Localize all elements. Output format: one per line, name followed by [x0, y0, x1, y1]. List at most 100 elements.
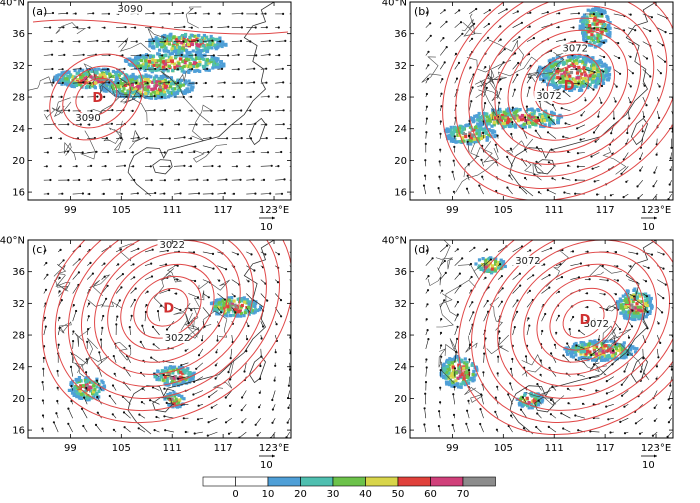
precip-cell: [144, 73, 147, 76]
precip-cell: [651, 305, 654, 308]
precip-cell: [465, 371, 468, 374]
precip-cell: [210, 58, 213, 61]
precip-cell: [502, 260, 505, 263]
lat-tick-label: 36: [12, 29, 25, 40]
precip-cell: [178, 36, 181, 39]
precip-cell: [97, 390, 100, 393]
precip-cell: [576, 56, 579, 59]
precip-cell: [248, 302, 251, 305]
lat-tick-label: 20: [12, 394, 25, 405]
lat-tick-label: 28: [12, 93, 25, 104]
lat-tick-label: 40°N: [0, 0, 25, 9]
precip-cell: [241, 304, 244, 307]
precip-cell: [586, 21, 589, 24]
precip-cell: [582, 77, 585, 80]
precip-cell: [80, 393, 83, 396]
precip-cell: [589, 60, 592, 63]
precip-cell: [208, 41, 211, 44]
precip-cell: [93, 388, 96, 391]
colorbar-tick-label: 60: [424, 489, 437, 499]
precip-cell: [201, 36, 204, 39]
precip-cell: [156, 52, 159, 55]
precip-cell: [164, 93, 167, 96]
precip-cell: [189, 371, 192, 374]
precip-cell: [222, 63, 225, 66]
precip-cell: [635, 347, 638, 350]
precip-cell: [488, 122, 491, 125]
lon-tick-label: 117: [596, 205, 615, 216]
precip-cell: [588, 342, 591, 345]
precip-cell: [202, 44, 205, 47]
lat-tick-label: 16: [12, 188, 25, 199]
low-center-label: D: [580, 313, 591, 328]
precip-cell: [456, 382, 459, 385]
precip-cell: [164, 376, 167, 379]
precip-cell: [446, 365, 449, 368]
precip-cell: [592, 64, 595, 67]
precip-cell: [506, 121, 509, 124]
precip-cell: [142, 56, 145, 59]
precip-cell: [611, 354, 614, 357]
precip-cell: [160, 43, 163, 46]
precip-cell: [472, 370, 475, 373]
precip-cell: [482, 257, 485, 260]
precip-cell: [124, 92, 127, 95]
precip-cell: [549, 69, 552, 72]
precip-cell: [226, 305, 229, 308]
precip-cell: [544, 114, 547, 117]
precip-cell: [215, 299, 218, 302]
precip-cell: [476, 118, 479, 121]
contour-label: 3090: [75, 113, 100, 124]
precip-cell: [168, 38, 171, 41]
precip-cell: [475, 114, 478, 117]
precip-cell: [185, 49, 188, 52]
precip-cell: [593, 340, 596, 343]
precip-cell: [590, 33, 593, 36]
precip-cell: [569, 351, 572, 354]
lon-tick-label: 99: [64, 205, 77, 216]
precip-cell: [144, 92, 147, 95]
precip-cell: [549, 59, 552, 62]
precip-cell: [539, 78, 542, 81]
precip-cell: [483, 135, 486, 138]
vector-scale-label: 10: [642, 222, 655, 233]
precip-cell: [170, 82, 173, 85]
precip-cell: [575, 76, 578, 79]
precip-cell: [155, 36, 158, 39]
precip-cell: [94, 81, 97, 84]
precip-cell: [600, 359, 603, 362]
precip-cell: [480, 268, 483, 271]
precip-cell: [86, 397, 89, 400]
precip-cell: [206, 59, 209, 62]
precip-cell: [156, 68, 159, 71]
precip-cell: [177, 62, 180, 65]
precip-cell: [205, 50, 208, 53]
colorbar-swatch: [203, 477, 236, 486]
precip-cell: [552, 84, 555, 87]
precip-cell: [599, 8, 602, 11]
province-boundaries: [422, 14, 626, 193]
lat-tick-label: 36: [394, 267, 407, 278]
precip-cell: [637, 306, 640, 309]
precip-cell: [162, 378, 165, 381]
lat-tick-label: 40°N: [382, 236, 407, 247]
precip-cell: [214, 305, 217, 308]
panel-frame: [28, 2, 291, 200]
precip-cell: [115, 77, 118, 80]
precip-cell: [478, 124, 481, 127]
precip-cell: [442, 376, 445, 379]
precip-cell: [607, 355, 610, 358]
precip-cell: [128, 63, 131, 66]
precip-cell: [527, 401, 530, 404]
precip-cell: [179, 371, 182, 374]
precip-cell: [599, 348, 602, 351]
precip-cell: [491, 268, 494, 271]
precip-cell: [75, 83, 78, 86]
precip-cell: [624, 305, 627, 308]
vector-scale-label: 10: [260, 460, 273, 471]
precip-cell: [187, 83, 190, 86]
precip-cell: [183, 65, 186, 68]
lat-tick-label: 28: [12, 331, 25, 342]
lat-tick-label: 24: [12, 362, 25, 373]
